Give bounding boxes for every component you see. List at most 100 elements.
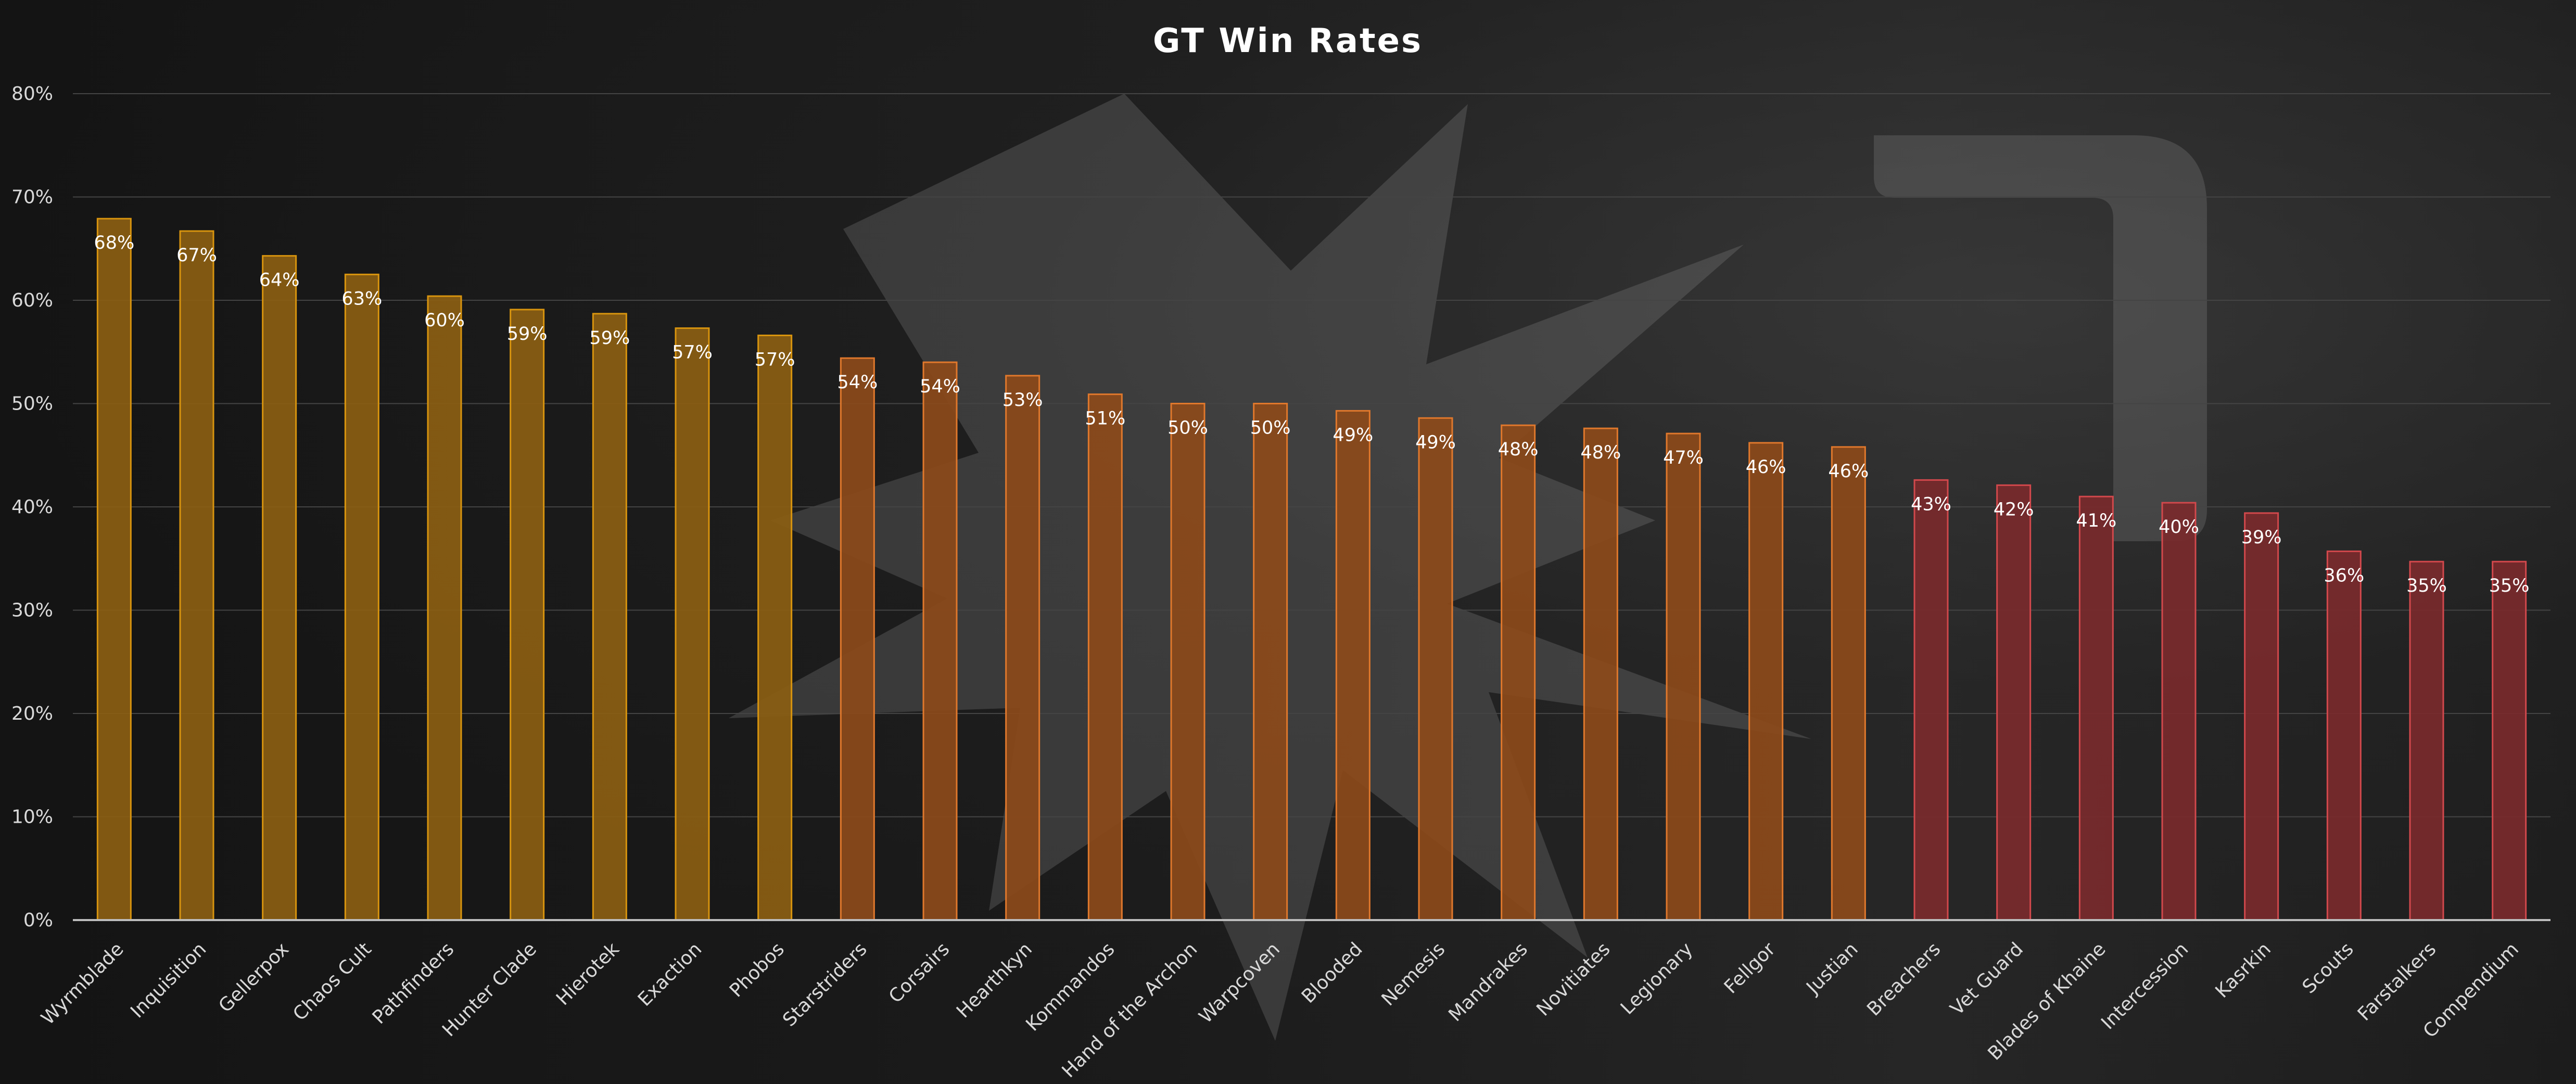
- x-tick-label: Exaction: [634, 938, 706, 1011]
- x-tick-label: Mandrakes: [1444, 938, 1532, 1026]
- data-label: 49%: [1333, 425, 1373, 445]
- bar: [427, 295, 462, 921]
- data-label: 46%: [1828, 461, 1869, 482]
- chart-title: GT Win Rates: [1153, 22, 1423, 60]
- x-tick-label: Nemesis: [1378, 938, 1450, 1010]
- x-tick-label: Hand of the Archon: [1058, 938, 1202, 1082]
- x-tick-label: Inquisition: [126, 938, 210, 1022]
- data-label: 59%: [589, 328, 630, 349]
- bar: [1913, 479, 1949, 921]
- x-tick-label: Intercession: [2097, 938, 2192, 1034]
- bar: [344, 273, 379, 921]
- x-tick-label: Novitiates: [1532, 938, 1614, 1020]
- data-label: 68%: [94, 233, 134, 253]
- bar: [840, 357, 875, 921]
- bar: [262, 255, 297, 921]
- bar: [1335, 410, 1371, 921]
- bar: [510, 309, 545, 921]
- bars: [96, 218, 2527, 921]
- y-tick-label: 10%: [11, 807, 53, 828]
- data-label: 57%: [672, 342, 713, 363]
- data-label: 51%: [1085, 409, 1125, 429]
- bar: [1831, 446, 1866, 921]
- bar: [1501, 424, 1536, 921]
- data-label: 35%: [2489, 576, 2530, 596]
- bar: [1666, 432, 1701, 921]
- x-tick-label: Breachers: [1863, 938, 1945, 1020]
- x-tick-label: Justian: [1802, 938, 1862, 999]
- x-tick-label: Scouts: [2299, 938, 2358, 998]
- bar: [1748, 442, 1784, 921]
- bar: [1583, 427, 1618, 921]
- data-label: 41%: [2076, 511, 2116, 531]
- y-tick-label: 50%: [11, 393, 53, 415]
- bar: [2078, 495, 2114, 921]
- data-label: 36%: [2324, 565, 2364, 586]
- x-tick-label: Gellerpox: [214, 938, 293, 1017]
- data-label: 39%: [2241, 527, 2282, 548]
- x-tick-label: Blooded: [1298, 938, 1367, 1008]
- data-label: 47%: [1663, 448, 1704, 468]
- bar: [1418, 417, 1453, 921]
- data-label: 49%: [1415, 432, 1456, 453]
- data-label: 64%: [259, 270, 300, 291]
- bar: [1170, 403, 1205, 921]
- bar: [1253, 403, 1288, 921]
- y-tick-label: 60%: [11, 290, 53, 311]
- data-label: 54%: [920, 376, 960, 397]
- bar: [2326, 550, 2362, 921]
- data-label: 43%: [1911, 494, 1951, 515]
- bar: [2161, 502, 2197, 921]
- bar: [922, 361, 958, 921]
- x-tick-label: Fellgor: [1720, 938, 1780, 998]
- x-tick-label: Legionary: [1617, 938, 1697, 1018]
- data-label: 59%: [507, 324, 548, 345]
- data-label: 50%: [1250, 418, 1291, 439]
- y-tick-label: 30%: [11, 600, 53, 621]
- bar: [179, 230, 214, 921]
- x-tick-label: Hierotek: [552, 938, 624, 1010]
- bar: [675, 327, 710, 921]
- data-label: 46%: [1746, 457, 1786, 478]
- data-label: 40%: [2159, 517, 2199, 538]
- data-label: 67%: [176, 245, 217, 266]
- bar: [592, 313, 627, 921]
- x-tick-label: Pathfinders: [369, 938, 459, 1028]
- data-label: 48%: [1580, 442, 1621, 463]
- data-label: 53%: [1003, 390, 1043, 411]
- x-tick-label: Wyrmblade: [37, 938, 128, 1029]
- bar: [1005, 375, 1040, 921]
- x-tick-label: Chaos Cult: [289, 938, 375, 1025]
- data-label: 48%: [1498, 439, 1539, 460]
- x-tick-label: Starstriders: [779, 938, 871, 1031]
- y-axis-ticks: 0% 10% 20% 30% 40% 50% 60% 70% 80%: [11, 83, 53, 931]
- bar: [757, 334, 793, 921]
- data-labels: 68% 67% 64% 63% 60% 59% 59% 57% 57% 54% 54% 53% 51% 5…: [94, 233, 2529, 596]
- gridlines: [73, 93, 2550, 818]
- bar: [2244, 512, 2279, 921]
- y-tick-label: 0%: [23, 910, 53, 931]
- y-tick-label: 20%: [11, 703, 53, 724]
- x-tick-label: Vet Guard: [1946, 938, 2027, 1019]
- data-label: 57%: [755, 349, 795, 370]
- x-tick-label: Phobos: [726, 938, 789, 1001]
- x-tick-label: Farstalkers: [2354, 938, 2441, 1025]
- bar: [2409, 560, 2444, 921]
- y-tick-label: 80%: [11, 83, 53, 105]
- bar: [2492, 560, 2527, 921]
- bar: [1996, 484, 2032, 921]
- bar: [1087, 393, 1123, 921]
- x-tick-label: Corsairs: [885, 938, 954, 1007]
- y-tick-label: 70%: [11, 187, 53, 208]
- data-label: 42%: [1994, 499, 2034, 520]
- data-label: 50%: [1168, 418, 1208, 439]
- y-tick-label: 40%: [11, 496, 53, 518]
- data-label: 63%: [341, 288, 382, 309]
- x-tick-label: Kasrkin: [2212, 938, 2276, 1002]
- data-label: 60%: [424, 310, 465, 331]
- data-label: 54%: [837, 372, 878, 393]
- bar: [96, 218, 132, 921]
- data-label: 35%: [2406, 576, 2447, 596]
